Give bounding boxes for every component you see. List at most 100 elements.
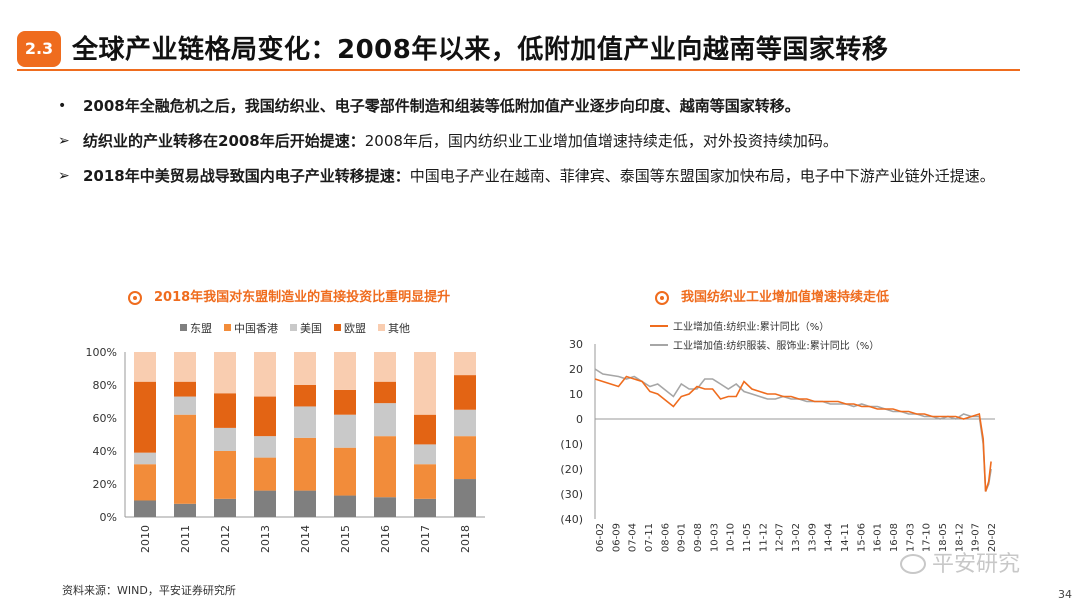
x-tick-label: 08-06 bbox=[660, 523, 671, 552]
y-tick-label: 100% bbox=[86, 346, 117, 359]
legend-label: 其他 bbox=[388, 322, 410, 335]
chart1-bars bbox=[134, 352, 476, 517]
page-title: 全球产业链格局变化：2008年以来，低附加值产业向越南等国家转移 bbox=[72, 35, 889, 65]
x-tick-label: 19-07 bbox=[971, 523, 982, 552]
bar-segment bbox=[214, 352, 236, 394]
x-tick-label: 17-10 bbox=[922, 523, 933, 552]
bar-segment bbox=[134, 500, 156, 517]
bar-segment bbox=[254, 457, 276, 491]
y-tick-label: 40% bbox=[93, 445, 117, 458]
y-tick-label: 10 bbox=[569, 388, 583, 401]
bar-segment bbox=[134, 352, 156, 382]
bar-segment bbox=[294, 437, 316, 491]
bullet-item: • 2008年全融危机之后，我国纺织业、电子零部件制造和组装等低附加值产业逐步向… bbox=[58, 92, 1018, 120]
bullet-bold-text: 2008年全融危机之后，我国纺织业、电子零部件制造和组装等低附加值产业逐步向印度… bbox=[83, 97, 800, 115]
x-tick-label: 2011 bbox=[179, 525, 192, 553]
bar-segment bbox=[214, 393, 236, 428]
bar-segment bbox=[414, 444, 436, 465]
legend-swatch bbox=[290, 324, 297, 331]
bullet-text: 中国电子产业在越南、菲律宾、泰国等东盟国家加快布局，电子中下游产业链外迁提速。 bbox=[409, 167, 995, 185]
bullet-marker: • bbox=[58, 98, 67, 114]
bar-segment bbox=[374, 497, 396, 517]
bar-segment bbox=[214, 427, 236, 451]
bar-segment bbox=[374, 352, 396, 382]
bar-segment bbox=[254, 490, 276, 517]
bullet-item: ➢ 纺织业的产业转移在2008年后开始提速：2008年后，国内纺织业工业增加值增… bbox=[58, 127, 1018, 155]
x-tick-label: 2017 bbox=[419, 525, 432, 553]
x-tick-label: 06-02 bbox=[595, 523, 606, 552]
bullet-list: • 2008年全融危机之后，我国纺织业、电子零部件制造和组装等低附加值产业逐步向… bbox=[58, 92, 1018, 197]
x-tick-label: 07-04 bbox=[628, 523, 639, 552]
y-tick-label: 30 bbox=[569, 338, 583, 351]
stacked-bar-chart: 东盟 中国香港 美国 欧盟 其他 0% 20% 40% 60% 80% 100% 2010 2011 20… bbox=[86, 322, 485, 553]
x-tick-label: 16-08 bbox=[889, 523, 900, 552]
legend-swatch bbox=[378, 324, 385, 331]
bar-segment bbox=[454, 375, 476, 410]
x-tick-label: 2010 bbox=[139, 525, 152, 553]
x-tick-label: 13-09 bbox=[807, 523, 818, 552]
bar-segment bbox=[294, 490, 316, 517]
bullet-text: 2008年后，国内纺织业工业增加值增速持续走低，对外投资持续加码。 bbox=[364, 132, 838, 150]
x-tick-label: 13-02 bbox=[791, 523, 802, 552]
x-tick-label: 2015 bbox=[339, 525, 352, 553]
bar-segment bbox=[414, 414, 436, 445]
x-tick-label: 15-06 bbox=[856, 523, 867, 552]
x-tick-label: 09-01 bbox=[677, 523, 688, 552]
legend-swatch bbox=[334, 324, 341, 331]
x-tick-label: 07-11 bbox=[644, 523, 655, 552]
chart2-x-axis: 06-02 06-09 07-04 07-11 08-06 09-01 09-08 10-03… bbox=[595, 523, 998, 552]
x-tick-label: 2013 bbox=[259, 525, 272, 553]
target-icon bbox=[128, 291, 142, 305]
legend-label: 中国香港 bbox=[234, 322, 278, 335]
watermark: 平安研究 bbox=[900, 546, 1020, 578]
bar-segment bbox=[454, 409, 476, 437]
y-tick-label: (10) bbox=[560, 438, 583, 451]
chart2-y-axis: 30 20 10 0 (10) (20) (30) (40) bbox=[560, 338, 583, 526]
wechat-icon bbox=[900, 554, 926, 574]
x-tick-label: 2012 bbox=[219, 525, 232, 553]
legend-label: 工业增加值:纺织服装、服饰业:累计同比（%） bbox=[673, 339, 879, 352]
bar-segment bbox=[414, 464, 436, 499]
bar-segment bbox=[334, 447, 356, 496]
y-tick-label: (30) bbox=[560, 488, 583, 501]
bar-segment bbox=[334, 414, 356, 448]
x-tick-label: 14-11 bbox=[840, 523, 851, 552]
chart2-legend: 工业增加值:纺织业:累计同比（%） 工业增加值:纺织服装、服饰业:累计同比（%） bbox=[650, 320, 879, 352]
x-tick-label: 20-02 bbox=[987, 523, 998, 552]
bar-segment bbox=[334, 389, 356, 415]
bar-segment bbox=[414, 498, 436, 517]
arrow-marker-icon: ➢ bbox=[58, 168, 70, 184]
x-tick-label: 14-04 bbox=[824, 523, 835, 552]
bar-segment bbox=[414, 352, 436, 415]
legend-label: 美国 bbox=[300, 322, 322, 335]
y-tick-label: (40) bbox=[560, 513, 583, 526]
bullet-item: ➢ 2018年中美贸易战导致国内电子产业转移提速：中国电子产业在越南、菲律宾、泰… bbox=[58, 162, 1018, 190]
legend-swatch bbox=[224, 324, 231, 331]
y-tick-label: 0 bbox=[576, 413, 583, 426]
target-icon bbox=[655, 291, 669, 305]
series-line-apparel bbox=[594, 368, 992, 492]
x-tick-label: 2016 bbox=[379, 525, 392, 553]
bar-segment bbox=[374, 436, 396, 498]
bar-segment bbox=[174, 503, 196, 517]
bar-segment bbox=[214, 451, 236, 499]
chart2-title: 我国纺织业工业增加值增速持续走低 bbox=[655, 286, 889, 305]
bar-segment bbox=[134, 381, 156, 453]
bar-segment bbox=[254, 436, 276, 458]
line-chart: 工业增加值:纺织业:累计同比（%） 工业增加值:纺织服装、服饰业:累计同比（%） 3… bbox=[560, 320, 998, 552]
bullet-bold-text: 2018年中美贸易战导致国内电子产业转移提速： bbox=[83, 167, 410, 185]
y-tick-label: 60% bbox=[93, 412, 117, 425]
bar-segment bbox=[254, 396, 276, 437]
watermark-text: 平安研究 bbox=[932, 552, 1021, 577]
bar-segment bbox=[374, 403, 396, 437]
y-tick-label: 0% bbox=[100, 511, 117, 524]
x-tick-label: 2018 bbox=[459, 525, 472, 553]
bar-segment bbox=[334, 495, 356, 517]
chart1-legend: 东盟 中国香港 美国 欧盟 其他 bbox=[180, 322, 410, 335]
legend-label: 工业增加值:纺织业:累计同比（%） bbox=[673, 320, 829, 333]
chart1-title: 2018年我国对东盟制造业的直接投资比重明显提升 bbox=[128, 286, 450, 305]
x-tick-label: 18-12 bbox=[954, 523, 965, 552]
section-badge: 2.3 bbox=[17, 31, 61, 67]
legend-label: 欧盟 bbox=[344, 322, 366, 335]
chart1-y-axis: 0% 20% 40% 60% 80% 100% bbox=[86, 346, 117, 524]
